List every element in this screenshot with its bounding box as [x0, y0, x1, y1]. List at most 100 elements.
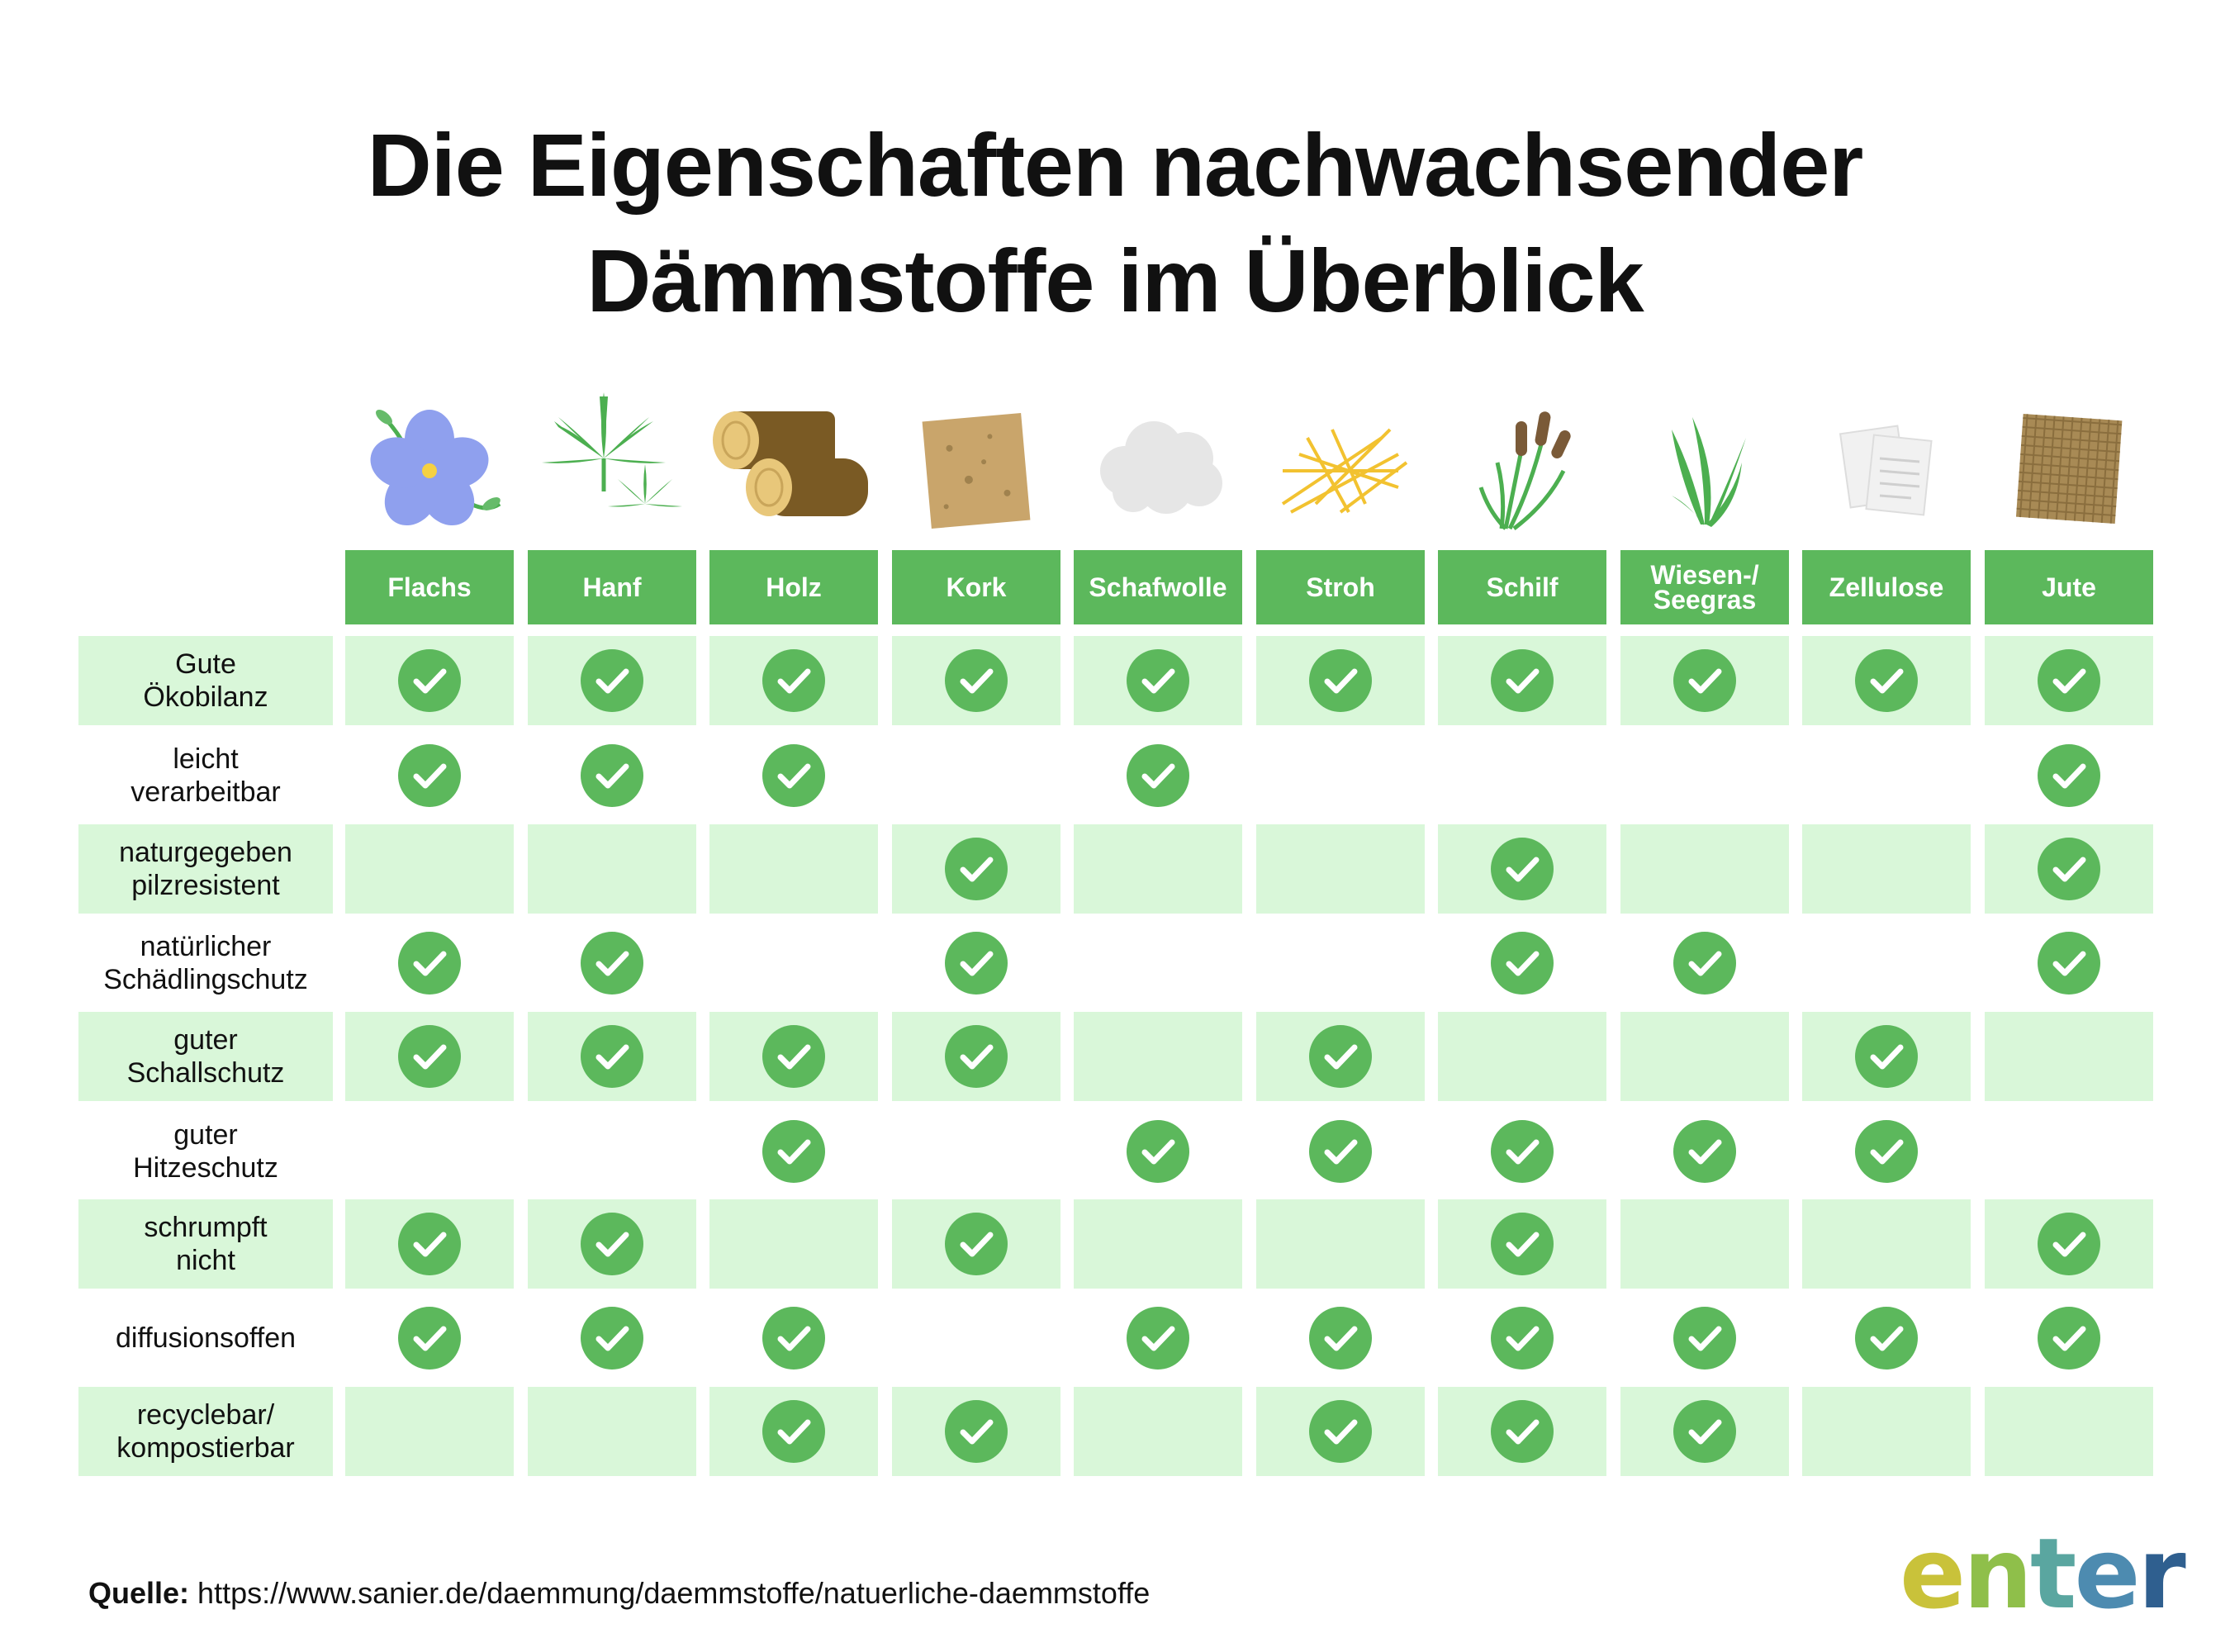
hemp-leaf-icon — [529, 380, 695, 545]
cell-shade — [528, 824, 696, 914]
table-cell — [1620, 1107, 1789, 1196]
column-header: Schafwolle — [1074, 550, 1242, 624]
row-label-shade — [78, 1199, 333, 1289]
column-header-label: Stroh — [1306, 572, 1375, 602]
check-icon — [1491, 1400, 1554, 1463]
check-icon — [398, 1213, 461, 1275]
check-icon — [1491, 1120, 1554, 1183]
table-cell — [345, 636, 514, 725]
row-label-line-1: leicht — [173, 743, 239, 775]
source-url[interactable]: https://www.sanier.de/daemmung/daemmstof… — [197, 1576, 1151, 1610]
column-header-label: Schilf — [1486, 572, 1559, 602]
table-cell — [528, 824, 696, 914]
table-cell — [1620, 919, 1789, 1008]
row-label: guter Schallschutz — [78, 1012, 333, 1101]
table-cell — [528, 1294, 696, 1383]
check-icon — [2038, 1213, 2100, 1275]
check-icon — [398, 744, 461, 807]
table-cell — [709, 1107, 878, 1196]
table-cell — [892, 1199, 1060, 1289]
table-cell — [1074, 1107, 1242, 1196]
check-icon — [1127, 1120, 1189, 1183]
table-cell — [892, 919, 1060, 1008]
check-icon — [945, 1213, 1008, 1275]
material-icons-row — [0, 380, 2230, 545]
table-cell — [1256, 731, 1425, 820]
table-cell — [1985, 1294, 2153, 1383]
table-cell — [528, 919, 696, 1008]
table-cell — [892, 1107, 1060, 1196]
table-cell — [345, 1387, 514, 1476]
cell-shade — [1074, 1012, 1242, 1101]
column-header-label: Flachs — [387, 572, 472, 602]
table-cell — [709, 919, 878, 1008]
table-cell — [1256, 1387, 1425, 1476]
row-label: diffusionsoffen — [78, 1294, 333, 1383]
row-label-shade — [78, 636, 333, 725]
table-cell — [1620, 731, 1789, 820]
check-icon — [2038, 649, 2100, 712]
check-icon — [1673, 1120, 1736, 1183]
column-header-label: Zellulose — [1829, 572, 1944, 602]
table-cell — [345, 824, 514, 914]
table-cell — [1620, 824, 1789, 914]
table-cell — [1802, 1199, 1971, 1289]
table-cell — [1256, 1294, 1425, 1383]
cell-shade — [1802, 824, 1971, 914]
table-cell — [1074, 824, 1242, 914]
check-icon — [1855, 1120, 1918, 1183]
table-cell — [1802, 1294, 1971, 1383]
cell-shade — [1256, 1199, 1425, 1289]
column-header: Kork — [892, 550, 1060, 624]
row-label: naturgegeben pilzresistent — [78, 824, 333, 914]
check-icon — [1855, 1025, 1918, 1088]
table-cell — [1802, 636, 1971, 725]
cell-shade — [1620, 1012, 1789, 1101]
check-icon — [1127, 649, 1189, 712]
table-cell — [345, 1294, 514, 1383]
check-icon — [945, 649, 1008, 712]
row-label: Gute Ökobilanz — [78, 636, 333, 725]
row-label-line-1: guter — [173, 1024, 238, 1056]
row-label-line-1: natürlicher — [140, 931, 272, 962]
check-icon — [762, 744, 825, 807]
row-label-line-2: kompostierbar — [116, 1432, 295, 1464]
check-icon — [1491, 838, 1554, 900]
table-cell — [1985, 824, 2153, 914]
table-cell — [1985, 636, 2153, 725]
check-icon — [1673, 1307, 1736, 1370]
cell-shade — [345, 824, 514, 914]
table-cell — [1256, 1199, 1425, 1289]
table-cell — [1256, 824, 1425, 914]
table-cell — [892, 1012, 1060, 1101]
table-cell — [1620, 1199, 1789, 1289]
table-cell — [1802, 1387, 1971, 1476]
table-cell — [1620, 636, 1789, 725]
cell-shade — [1802, 1387, 1971, 1476]
table-cell — [1256, 919, 1425, 1008]
table-cell — [1438, 1294, 1606, 1383]
table-cell — [528, 1387, 696, 1476]
check-icon — [1309, 1120, 1372, 1183]
table-cell — [1438, 1199, 1606, 1289]
row-label: guter Hitzeschutz — [78, 1107, 333, 1196]
check-icon — [581, 649, 643, 712]
cell-shade — [1074, 824, 1242, 914]
table-cell — [345, 1199, 514, 1289]
table-cell — [528, 1107, 696, 1196]
column-header-label: Wiesen-/ — [1650, 560, 1759, 590]
cell-shade — [1074, 1387, 1242, 1476]
table-cell — [892, 1387, 1060, 1476]
check-icon — [762, 1400, 825, 1463]
check-icon — [2038, 932, 2100, 995]
table-cell — [528, 731, 696, 820]
column-header-label: Jute — [2042, 572, 2096, 602]
table-cell — [1985, 1012, 2153, 1101]
column-header-label: Kork — [946, 572, 1007, 602]
table-cell — [892, 1294, 1060, 1383]
table-cell — [709, 1387, 878, 1476]
table-cell — [892, 636, 1060, 725]
check-icon — [1491, 649, 1554, 712]
check-icon — [2038, 1307, 2100, 1370]
table-cell — [1802, 731, 1971, 820]
